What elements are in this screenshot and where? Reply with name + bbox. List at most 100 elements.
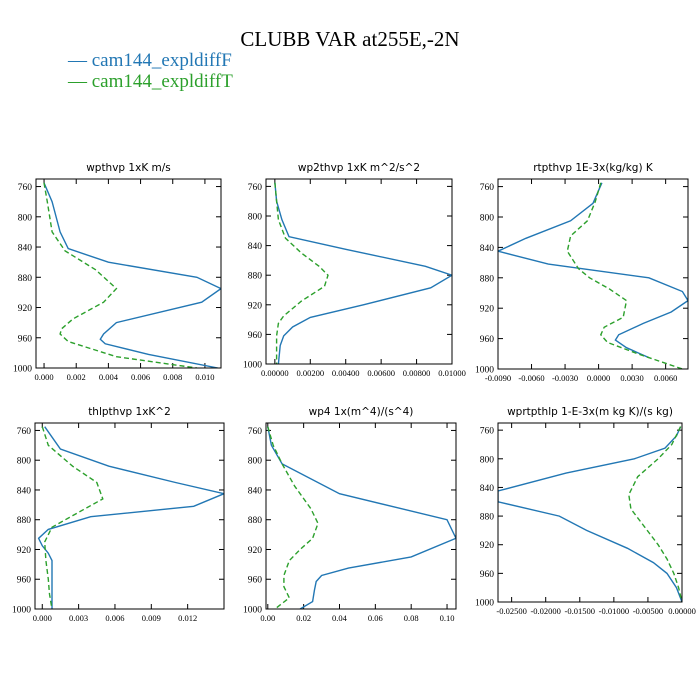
x-tick-label: 0.08: [404, 613, 419, 623]
series-line-2: [566, 182, 683, 369]
y-tick-label: 880: [17, 516, 32, 526]
legend-label-1: cam144_expldiffF: [91, 50, 232, 71]
x-tick-label: 0.10: [440, 613, 455, 623]
y-tick-label: 920: [17, 546, 32, 556]
y-tick-label: 800: [480, 214, 495, 224]
x-tick-label: -0.0090: [485, 373, 511, 383]
series-line-1: [274, 182, 452, 364]
y-tick-label: 960: [17, 576, 32, 586]
x-tick-label: 0.00000: [261, 368, 289, 378]
figure-title: CLUBB VAR at255E,-2N: [240, 27, 460, 51]
x-tick-label: 0.00200: [296, 368, 324, 378]
panel-title: rtpthvp 1E-3x(kg/kg) K: [533, 162, 654, 174]
x-tick-label: 0.00600: [367, 368, 395, 378]
y-tick-label: 920: [248, 546, 263, 556]
panel-frame: [497, 422, 683, 603]
legend-entry-1: — cam144_expldiffF: [68, 50, 232, 72]
x-tick-label: 0.04: [332, 613, 348, 623]
y-tick-label: 760: [248, 427, 263, 437]
x-tick-label: 0.010: [195, 372, 214, 382]
y-tick-label: 840: [17, 486, 32, 496]
x-tick-label: -0.00500: [633, 606, 663, 616]
y-tick-label: 840: [248, 486, 263, 496]
x-tick-label: 0.000: [34, 372, 53, 382]
x-tick-label: 0.004: [99, 372, 119, 382]
x-tick-label: -0.02000: [530, 606, 560, 616]
y-tick-label: 920: [480, 305, 495, 315]
y-tick-label: 960: [248, 331, 263, 341]
chart-panel-6: wprtpthlp 1-E-3x(m kg K)/(s kg) 760 800 840…: [475, 406, 696, 616]
panel-frame: [265, 178, 453, 365]
y-tick-label: 840: [480, 484, 495, 494]
y-tick-label: 1000: [12, 606, 31, 616]
y-tick-label: 840: [18, 244, 33, 254]
series-line-2: [43, 182, 197, 368]
y-tick-label: 960: [18, 334, 33, 344]
x-tick-label: 0.00400: [332, 368, 360, 378]
y-tick-label: 760: [18, 183, 33, 193]
y-tick-label: 1000: [243, 606, 262, 616]
panel-frame: [265, 422, 457, 610]
panel-title: thlpthvp 1xK^2: [88, 406, 171, 418]
x-tick-label: -0.01000: [599, 606, 629, 616]
x-tick-label: 0.006: [105, 613, 124, 623]
series-line-1: [267, 426, 456, 609]
legend-entry-2: — cam144_expldiffT: [68, 71, 233, 93]
chart-panel-1: wpthvp 1xK m/s76080084088092096010000.00…: [13, 162, 222, 382]
y-tick-label: 960: [480, 335, 495, 345]
x-tick-label: 0.006: [131, 372, 150, 382]
y-tick-label: 1000: [475, 599, 494, 609]
x-tick-label: -0.02500: [496, 606, 526, 616]
x-tick-label: 0.000: [33, 613, 52, 623]
series-line-1: [37, 426, 224, 609]
x-tick-label: 0.01000: [438, 368, 466, 378]
y-tick-label: 1000: [13, 365, 32, 375]
x-tick-label: 0.009: [142, 613, 161, 623]
legend-label-2: cam144_expldiffT: [91, 71, 233, 92]
series-line-1: [498, 426, 682, 602]
series-line-2: [267, 426, 319, 609]
series-line-1: [498, 182, 688, 359]
y-tick-label: 880: [248, 516, 263, 526]
y-tick-label: 760: [480, 427, 495, 437]
series-line-1: [43, 182, 221, 368]
x-tick-label: 0.002: [67, 372, 86, 382]
series-line-2: [274, 182, 329, 364]
y-tick-label: 800: [248, 457, 263, 467]
x-tick-label: 0.003: [69, 613, 88, 623]
legend-marker-1: —: [68, 50, 87, 71]
x-tick-label: 0.008: [163, 372, 182, 382]
y-tick-label: 760: [248, 183, 263, 193]
y-tick-label: 840: [248, 242, 263, 252]
y-tick-label: 880: [480, 274, 495, 284]
panel-title: wpthvp 1xK m/s: [86, 162, 171, 174]
y-tick-label: 880: [248, 272, 263, 282]
x-tick-label: -0.0060: [518, 373, 544, 383]
panel-title: wprtpthlp 1-E-3x(m kg K)/(s kg): [507, 406, 673, 418]
x-tick-label: -0.01500: [565, 606, 595, 616]
y-tick-label: 760: [480, 183, 495, 193]
y-tick-label: 1000: [475, 366, 494, 376]
chart-panel-3: rtpthvp 1E-3x(kg/kg) K 760 800 840 880 920 960…: [475, 162, 689, 383]
y-tick-label: 880: [480, 513, 495, 523]
series-line-2: [628, 426, 682, 602]
x-tick-label: 0.0060: [654, 373, 677, 383]
x-tick-label: 0.0000: [587, 373, 610, 383]
panel-title: wp4 1x(m^4)/(s^4): [309, 406, 414, 418]
y-tick-label: 840: [480, 244, 495, 254]
y-tick-label: 920: [480, 541, 495, 551]
y-tick-label: 960: [480, 570, 495, 580]
y-tick-label: 960: [248, 576, 263, 586]
y-tick-label: 760: [17, 427, 32, 437]
y-tick-label: 1000: [243, 361, 262, 371]
x-tick-label: 0.00000: [668, 606, 696, 616]
x-tick-label: 0.0030: [620, 373, 643, 383]
y-tick-label: 920: [248, 301, 263, 311]
x-tick-label: -0.0030: [552, 373, 578, 383]
legend-marker-2: —: [68, 71, 87, 92]
panel-title: wp2thvp 1xK m^2/s^2: [298, 162, 420, 174]
x-tick-label: 0.02: [296, 613, 311, 623]
chart-panel-5: wp4 1x(m^4)/(s^4) 760 800 840 880 920 960 1000 0…: [243, 406, 457, 623]
y-tick-label: 920: [18, 304, 33, 314]
